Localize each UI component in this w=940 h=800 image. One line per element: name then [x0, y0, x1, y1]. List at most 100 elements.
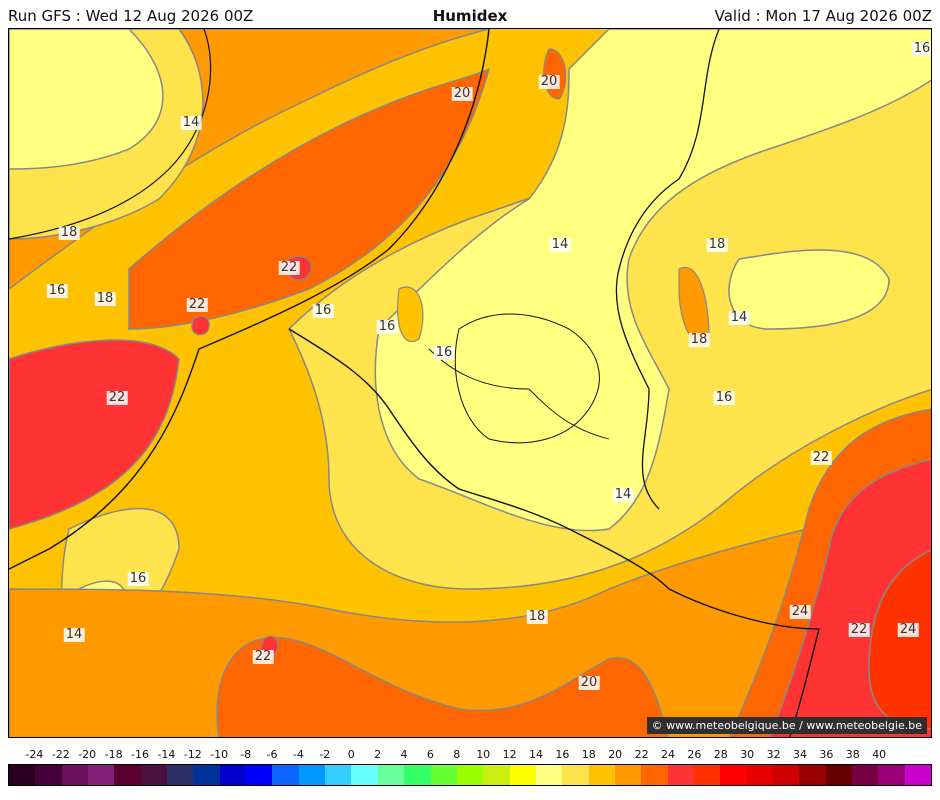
scale-swatch	[272, 765, 299, 785]
scale-swatch	[878, 765, 905, 785]
scale-tick-label: 2	[374, 748, 382, 761]
scale-swatch	[193, 765, 220, 785]
contour-label: 16	[911, 41, 931, 56]
color-scale-ticks: -24 -22 -20 -18 -16 -14 -12 -10 -8 -6 -4 -2 0 2 4 6 8 10 1…	[0, 748, 940, 762]
scale-tick-label: -24	[25, 748, 44, 761]
scale-tick-label: 26	[687, 748, 702, 761]
contour-label: 16	[127, 571, 149, 586]
scale-tick-label: 24	[661, 748, 675, 761]
scale-swatch	[614, 765, 642, 785]
contour-label: 16	[433, 345, 455, 360]
scale-swatch	[9, 765, 36, 785]
scale-swatch	[799, 765, 826, 785]
scale-swatch	[852, 765, 879, 785]
scale-swatch	[246, 765, 273, 785]
scale-swatch	[88, 765, 115, 785]
scale-tick-label: -16	[131, 748, 149, 761]
scale-tick-label: 10	[476, 748, 491, 761]
scale-swatch	[430, 765, 457, 785]
scale-swatch	[35, 765, 62, 785]
contour-label: 22	[186, 297, 208, 312]
contour-label: 16	[46, 283, 68, 298]
scale-tick-label: 18	[581, 748, 596, 761]
contour-label: 20	[538, 74, 560, 89]
contour-label: 16	[312, 303, 334, 318]
scale-swatch	[904, 765, 932, 785]
scale-swatch	[509, 765, 536, 785]
scale-tick-label: 20	[608, 748, 623, 761]
scale-swatch	[219, 765, 247, 785]
scale-swatch	[535, 765, 563, 785]
contour-label: 14	[728, 310, 750, 325]
scale-swatch	[456, 765, 484, 785]
contour-label: 22	[106, 390, 128, 405]
scale-tick-label: 38	[845, 748, 860, 761]
scale-tick-label: -20	[78, 748, 97, 761]
run-info: Run GFS : Wed 12 Aug 2026 00Z	[8, 7, 254, 25]
scale-tick-label: -22	[51, 748, 70, 761]
valid-time: Valid : Mon 17 Aug 2026 00Z	[714, 7, 932, 25]
scale-swatch	[140, 765, 168, 785]
contour-label: 22	[252, 649, 274, 664]
contour-label: 16	[376, 319, 398, 334]
scale-swatch	[562, 765, 589, 785]
scale-swatch	[641, 765, 668, 785]
contour-label: 16	[713, 390, 735, 405]
contour-label: 24	[897, 622, 919, 637]
scale-tick-label: 40	[872, 748, 887, 761]
contour-label: 20	[451, 86, 473, 101]
contour-label: 18	[58, 225, 80, 240]
contour-label: 14	[549, 237, 571, 252]
scale-tick-label: 6	[426, 748, 434, 761]
scale-tick-label: 8	[453, 748, 461, 761]
scale-tick-label: -10	[210, 748, 229, 761]
scale-swatch	[61, 765, 89, 785]
scale-tick-label: 34	[793, 748, 807, 761]
contour-label: 22	[848, 622, 870, 637]
scale-tick-label: 32	[766, 748, 781, 761]
contour-label: 20	[578, 675, 600, 690]
credit-banner[interactable]: © www.meteobelgique.be / www.meteobelgie…	[646, 717, 927, 734]
contour-label: 14	[63, 627, 85, 642]
contour-label: 14	[612, 487, 634, 502]
scale-swatch	[325, 765, 352, 785]
scale-swatch	[351, 765, 378, 785]
contour-label: 18	[688, 332, 710, 347]
contour-label: 24	[789, 604, 811, 619]
contour-label: 14	[180, 115, 202, 130]
color-scale-bar	[8, 764, 932, 786]
humidex-map: 16 14 20 20 18 22 16 18 22 16 16 16 14 1…	[8, 28, 932, 738]
scale-tick-label: 16	[555, 748, 570, 761]
scale-tick-label: 30	[740, 748, 755, 761]
scale-tick-label: -12	[183, 748, 202, 761]
contour-label: 22	[278, 260, 300, 275]
scale-tick-label: 36	[819, 748, 834, 761]
scale-swatch	[667, 765, 694, 785]
scale-tick-label: 22	[634, 748, 649, 761]
scale-swatch	[114, 765, 141, 785]
scale-swatch	[720, 765, 747, 785]
contour-label: 22	[810, 450, 832, 465]
scale-tick-label: 0	[347, 748, 355, 761]
contour-label: 18	[526, 609, 548, 624]
scale-swatch	[404, 765, 431, 785]
scale-swatch	[167, 765, 194, 785]
scale-tick-label: 12	[502, 748, 517, 761]
scale-swatch	[693, 765, 721, 785]
scale-swatch	[298, 765, 326, 785]
scale-swatch	[825, 765, 852, 785]
scale-tick-label: -14	[157, 748, 176, 761]
scale-swatch	[746, 765, 773, 785]
scale-tick-label: 4	[400, 748, 408, 761]
scale-tick-label: 14	[529, 748, 543, 761]
scale-tick-label: -4	[292, 748, 304, 761]
map-title: Humidex	[432, 7, 508, 25]
scale-tick-label: -18	[104, 748, 123, 761]
contour-label: 18	[94, 291, 116, 306]
scale-swatch	[483, 765, 510, 785]
scale-swatch	[377, 765, 405, 785]
scale-swatch	[588, 765, 615, 785]
scale-tick-label: -2	[319, 748, 331, 761]
scale-tick-label: -8	[240, 748, 252, 761]
contour-label: 18	[706, 237, 728, 252]
